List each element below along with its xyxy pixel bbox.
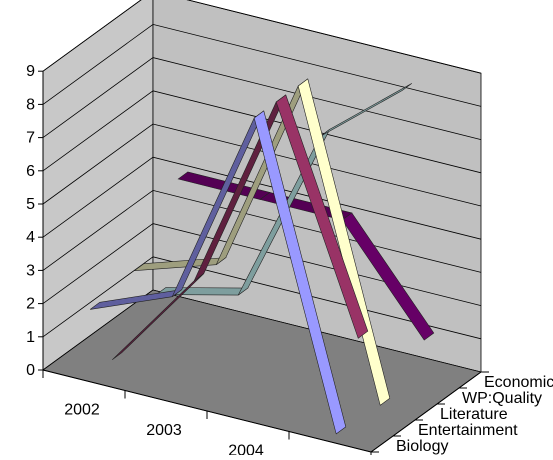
y-tick-label: 4 [26, 229, 35, 246]
x-tick-label: 2003 [146, 422, 182, 439]
gridline [42, 256, 482, 340]
gridline [42, 23, 482, 107]
series-axis-label: WP:Quality [462, 390, 542, 407]
y-tick-label: 8 [26, 96, 35, 113]
gridline [42, 90, 482, 174]
series-axis-labels: BiologyEntertainmentLiteratureWP:Quality… [396, 374, 553, 455]
y-tick-label: 1 [26, 329, 35, 346]
ribbon-segment [320, 83, 412, 137]
y-tick-label: 9 [26, 63, 35, 80]
x-tick-label: 2002 [64, 401, 100, 418]
y-tick-label: 3 [26, 262, 35, 279]
series-axis-label: Biology [396, 438, 448, 455]
ribbon-segment [341, 212, 435, 341]
series-biology [90, 110, 347, 435]
gridline [42, 57, 482, 140]
y-tick-labels: 0 1 2 3 4 5 6 7 8 9 [26, 63, 35, 379]
x-tick-labels: 2002200320042005 [64, 401, 264, 459]
x-tick-label: 2004 [228, 442, 264, 455]
axes [38, 70, 489, 460]
gridline [42, 123, 482, 207]
series-ribbons [90, 78, 435, 435]
ribbon-segment [253, 110, 347, 435]
series-axis-label: Economics [484, 374, 553, 391]
depth-axis [370, 371, 482, 453]
y-tick-label: 5 [26, 196, 35, 213]
y-tick-label: 6 [26, 163, 35, 180]
series-axis-label: Literature [440, 406, 508, 423]
gridlines [42, 0, 482, 340]
gridline [42, 156, 482, 240]
gridline [42, 223, 482, 306]
y-tick-label: 0 [26, 362, 35, 379]
ribbon-segment [275, 94, 369, 339]
series-axis-label: Entertainment [418, 422, 518, 439]
y-tick-label: 7 [26, 130, 35, 147]
y-tick-label: 2 [26, 296, 35, 313]
gridline [42, 0, 482, 74]
